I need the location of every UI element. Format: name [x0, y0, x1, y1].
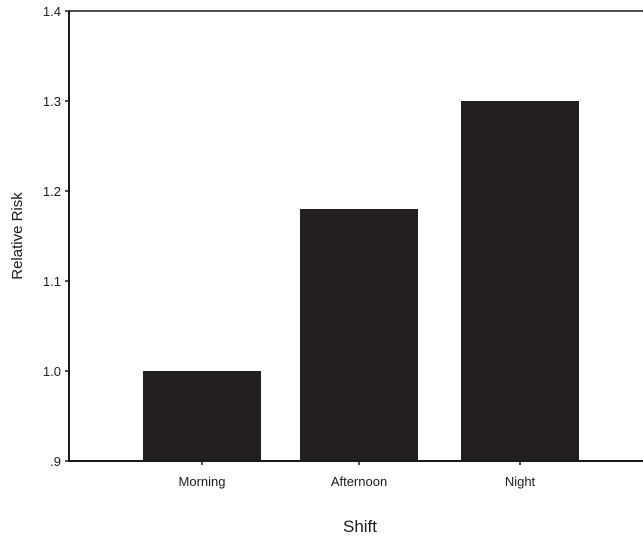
y-tick-label: 1.0 — [43, 364, 61, 379]
x-tick-label-afternoon: Afternoon — [331, 474, 387, 489]
y-ticks-group: .9 1.0 1.1 1.2 1.3 1.4 — [43, 4, 69, 469]
bar-night — [461, 101, 579, 461]
bars-group — [143, 101, 579, 461]
bar-morning — [143, 371, 261, 461]
x-tick-label-morning: Morning — [179, 474, 226, 489]
y-tick-label: 1.4 — [43, 4, 61, 19]
y-tick-label: .9 — [50, 454, 61, 469]
y-tick-label: 1.2 — [43, 184, 61, 199]
y-tick-label: 1.1 — [43, 274, 61, 289]
x-tick-label-night: Night — [505, 474, 536, 489]
y-axis-title: Relative Risk — [9, 192, 26, 280]
bar-afternoon — [300, 209, 418, 461]
x-ticks-group: Morning Afternoon Night — [179, 461, 536, 489]
x-axis-title: Shift — [343, 517, 377, 536]
y-tick-label: 1.3 — [43, 94, 61, 109]
